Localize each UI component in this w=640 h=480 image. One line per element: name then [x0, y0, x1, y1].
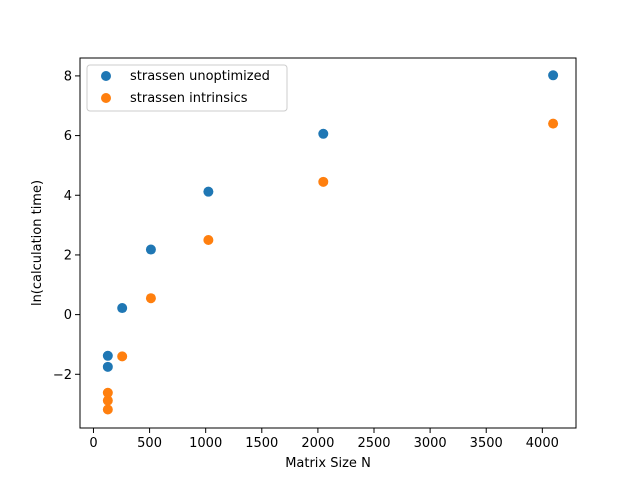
legend: strassen unoptimized strassen intrinsics	[86, 64, 288, 112]
point-strassen-intrinsics-3	[117, 351, 128, 362]
point-strassen-unoptimized-0	[102, 361, 113, 372]
x-tick-label-1: 500	[137, 436, 162, 451]
point-strassen-unoptimized-1	[102, 350, 113, 361]
legend-marker-strassen-unoptimized	[101, 71, 111, 81]
x-tick-label-7: 3500	[470, 436, 503, 451]
axis-ticks: 0 500 1000 1500 2000 2500 3000 3500 4000 −2 0 2 4 6 8	[53, 69, 559, 451]
y-tick-label-4: 6	[64, 129, 72, 144]
point-strassen-intrinsics-0	[102, 404, 113, 415]
x-tick-label-0: 0	[89, 436, 97, 451]
legend-label-strassen-unoptimized: strassen unoptimized	[130, 69, 270, 84]
point-strassen-unoptimized-4	[203, 186, 214, 197]
x-axis-label: Matrix Size N	[285, 456, 371, 471]
y-tick-label-3: 4	[64, 189, 72, 204]
y-tick-label-2: 2	[64, 248, 72, 263]
legend-marker-strassen-intrinsics	[101, 93, 111, 103]
point-strassen-intrinsics-2	[102, 387, 113, 398]
point-strassen-unoptimized-2	[117, 303, 128, 314]
data-marks	[102, 70, 559, 415]
y-axis-label: ln(calculation time)	[30, 180, 45, 306]
plot-frame	[79, 57, 577, 429]
x-tick-label-3: 1500	[245, 436, 278, 451]
legend-box	[86, 64, 288, 112]
point-strassen-intrinsics-4	[145, 293, 156, 304]
y-tick-label-0: −2	[53, 368, 72, 383]
x-tick-label-8: 4000	[526, 436, 559, 451]
point-strassen-unoptimized-6	[548, 70, 559, 81]
x-tick-label-2: 1000	[189, 436, 222, 451]
point-strassen-unoptimized-3	[145, 244, 156, 255]
point-strassen-intrinsics-1	[102, 395, 113, 406]
x-tick-label-5: 2500	[357, 436, 390, 451]
x-tick-label-6: 3000	[414, 436, 447, 451]
point-strassen-intrinsics-6	[318, 176, 329, 187]
x-tick-label-4: 2000	[301, 436, 334, 451]
point-strassen-unoptimized-5	[318, 128, 329, 139]
point-strassen-intrinsics-7	[548, 118, 559, 129]
y-tick-label-5: 8	[64, 69, 72, 84]
legend-label-strassen-intrinsics: strassen intrinsics	[130, 91, 248, 106]
y-tick-label-1: 0	[64, 308, 72, 323]
point-strassen-intrinsics-5	[203, 235, 214, 246]
